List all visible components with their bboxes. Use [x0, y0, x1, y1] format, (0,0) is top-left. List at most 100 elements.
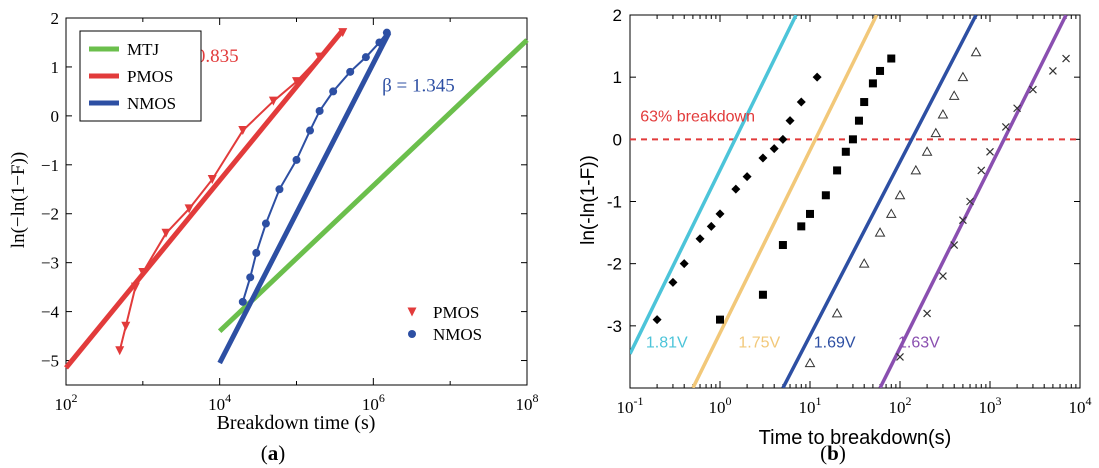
- panel-letter-a: a: [268, 441, 279, 465]
- b-point-1.75V: [821, 191, 830, 200]
- b-point-1.81V: [796, 97, 806, 107]
- a-point-nmos: [315, 106, 324, 115]
- a-marker-legend-label: PMOS: [433, 303, 479, 322]
- b-y-tick-label: -3: [607, 317, 622, 336]
- b-x-tick-label: 102: [889, 394, 912, 417]
- b-series: 63% breakdown 1.81V 1.75V 1.69V 1.63V: [630, 15, 1080, 388]
- b-point-1.81V: [706, 221, 716, 231]
- b-point-1.75V: [860, 98, 869, 107]
- b-point-1.69V: [970, 46, 982, 57]
- a-point-pmos: [207, 174, 217, 184]
- b-series-label: 1.69V: [814, 335, 856, 352]
- a-y-axis-label: ln(−ln(1−F)): [8, 152, 29, 248]
- b-point-1.63V: [1013, 104, 1022, 113]
- b-point-1.81V: [778, 134, 788, 144]
- b-y-tick-label: -2: [607, 255, 622, 274]
- b-point-1.75V: [841, 147, 850, 156]
- b-x-tick-label: 100: [709, 394, 732, 417]
- b-point-1.63V: [986, 147, 994, 156]
- a-point-pmos: [184, 204, 194, 214]
- b-point-1.63V: [1029, 85, 1037, 94]
- a-fit-line-mtj: [217, 38, 529, 333]
- a-x-axis-label: Breakdown time (s): [217, 412, 376, 434]
- a-fit-line-nmos: [217, 31, 392, 365]
- b-point-1.63V: [939, 272, 947, 281]
- b-point-1.75V: [876, 66, 885, 75]
- a-point-pmos: [292, 77, 301, 87]
- b-point-1.75V: [854, 116, 863, 125]
- b-point-1.81V: [668, 277, 678, 287]
- b-point-1.81V: [652, 315, 662, 325]
- b-point-1.75V: [778, 241, 787, 250]
- a-legend-label: MTJ: [127, 40, 160, 59]
- b-point-1.75V: [797, 222, 806, 231]
- b-point-1.69V: [948, 90, 960, 100]
- b-point-1.69V: [858, 258, 870, 268]
- b-point-1.69V: [874, 227, 886, 237]
- panel-b: 10-1 100 101 102 103 104 -3 -2 -1 0 1 2 63% breakdo…: [578, 6, 1092, 465]
- a-point-pmos: [121, 321, 131, 331]
- b-point-1.81V: [731, 184, 741, 194]
- a-point-nmos: [329, 87, 338, 96]
- a-x-tick-label: 108: [516, 391, 539, 414]
- a-point-pmos: [338, 28, 348, 38]
- panel-letter-b: b: [827, 441, 839, 465]
- panel-label-b: (b): [820, 441, 846, 465]
- b-y-tick-label: 1: [613, 68, 622, 87]
- b-point-1.63V: [977, 166, 986, 175]
- a-y-tick-label: −1: [41, 156, 59, 175]
- a-y-tick-label: −2: [41, 205, 59, 224]
- a-ticks: 102 104 106 108 −5 −4 −3 −2 −1 0 1 2: [41, 9, 539, 414]
- b-point-1.75V: [716, 315, 724, 324]
- b-series-label: 1.63V: [898, 335, 940, 352]
- b-point-1.75V: [758, 290, 767, 299]
- a-point-nmos: [292, 155, 301, 164]
- a-y-tick-label: −3: [41, 254, 59, 273]
- a-point-pmos: [315, 52, 325, 62]
- b-point-1.81V: [742, 172, 752, 182]
- b-x-tick-label: 101: [799, 394, 822, 417]
- a-point-nmos: [306, 126, 315, 135]
- b-point-1.69V: [804, 357, 816, 368]
- b-63-percent-label: 63% breakdown: [640, 108, 755, 125]
- b-y-tick-label: 0: [613, 130, 622, 149]
- a-legend: MTJ PMOS NMOS PMOS NMOS: [79, 30, 482, 344]
- b-point-1.69V: [921, 146, 933, 156]
- a-point-pmos: [161, 228, 171, 238]
- b-point-1.63V: [1062, 54, 1070, 63]
- b-point-1.63V: [966, 197, 974, 206]
- b-point-1.63V: [1048, 67, 1057, 75]
- b-point-1.63V: [958, 216, 967, 225]
- b-point-1.75V: [806, 209, 814, 218]
- b-fit-line-1.69V: [781, 15, 978, 388]
- b-point-1.81V: [812, 72, 822, 82]
- b-x-axis-label: Time to breakdown(s): [759, 427, 952, 449]
- a-y-tick-label: 1: [51, 58, 60, 77]
- b-point-1.63V: [923, 309, 932, 318]
- b-point-1.75V: [887, 54, 896, 63]
- a-point-nmos: [382, 28, 391, 37]
- b-y-tick-label: -1: [607, 193, 622, 212]
- a-y-tick-label: −5: [41, 352, 59, 371]
- a-marker-legend-symbol: [408, 330, 416, 338]
- b-point-1.69V: [937, 108, 949, 119]
- plot-frame-b: [629, 14, 1081, 389]
- b-point-1.69V: [930, 127, 942, 138]
- b-point-1.75V: [833, 166, 842, 175]
- b-point-1.81V: [758, 153, 768, 163]
- a-marker-legend-label: NMOS: [433, 325, 482, 344]
- b-point-1.63V: [950, 241, 959, 249]
- b-x-tick-label: 104: [1069, 394, 1092, 417]
- b-point-1.69V: [885, 208, 897, 218]
- a-x-tick-label: 104: [208, 391, 231, 414]
- b-point-1.75V: [848, 135, 857, 144]
- b-point-1.75V: [868, 79, 877, 88]
- a-legend-label: NMOS: [127, 94, 176, 113]
- b-fit-line-1.63V: [878, 15, 1068, 388]
- b-x-tick-label: 10-1: [617, 394, 644, 417]
- a-y-tick-label: 2: [51, 9, 60, 28]
- b-point-1.81V: [785, 116, 795, 126]
- b-point-1.69V: [957, 71, 969, 82]
